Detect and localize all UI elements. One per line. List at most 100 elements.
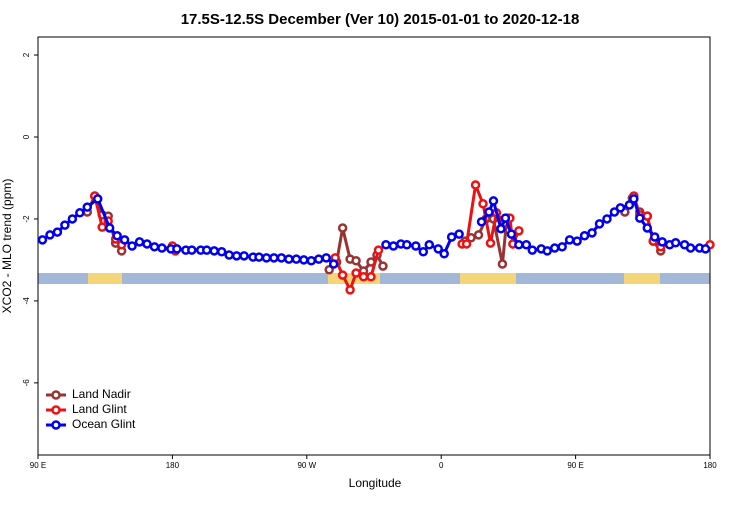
data-point [97, 222, 107, 232]
data-point [572, 236, 582, 246]
data-point [224, 250, 234, 260]
data-point [45, 230, 55, 240]
data-point [187, 245, 197, 255]
chart-title: 17.5S-12.5S December (Ver 10) 2015-01-01… [181, 11, 580, 28]
data-point [700, 244, 711, 254]
data-point [324, 265, 334, 275]
data-point [172, 244, 182, 254]
data-point [411, 241, 421, 251]
data-point [231, 251, 242, 261]
data-point [254, 252, 264, 262]
data-point [291, 254, 302, 264]
data-point [624, 200, 635, 210]
data-point [500, 213, 511, 223]
data-point [358, 271, 369, 282]
x-axis-label: Longitude [349, 476, 402, 490]
data-point [514, 226, 524, 236]
data-point [424, 240, 435, 250]
data-point [142, 239, 152, 249]
data-point [75, 208, 85, 218]
data-point [549, 243, 560, 253]
data-point [52, 227, 63, 237]
data-point [345, 285, 355, 295]
data-point [209, 246, 219, 256]
legend-marker [51, 390, 61, 400]
x-tick-label: 90 E [567, 461, 583, 470]
data-point [60, 220, 70, 230]
data-point [127, 241, 137, 251]
data-point [506, 229, 517, 239]
data-point [378, 261, 388, 271]
data-point [476, 217, 487, 227]
data-point [337, 270, 348, 280]
land-patch [88, 273, 122, 284]
legend-marker [51, 405, 61, 415]
data-point [615, 203, 626, 213]
data-point [351, 256, 361, 266]
data-point [446, 232, 457, 242]
data-point [488, 196, 499, 206]
data-point [433, 244, 443, 254]
data-point [629, 194, 639, 204]
data-point [685, 243, 696, 253]
x-tick-label: 180 [703, 461, 717, 470]
data-point [321, 253, 331, 263]
data-point [37, 235, 48, 245]
data-point [496, 224, 506, 234]
y-tick-label: -2 [22, 215, 31, 223]
data-point [402, 240, 412, 250]
data-point [216, 246, 227, 257]
land-patch [460, 273, 516, 284]
data-point [373, 245, 384, 255]
data-point [514, 240, 524, 250]
data-point [542, 246, 552, 256]
data-point [119, 235, 130, 245]
data-point [351, 268, 361, 278]
data-point [485, 238, 496, 248]
data-point [67, 214, 78, 224]
y-tick-label: -4 [22, 297, 31, 305]
data-point [299, 255, 309, 265]
y-axis-label: XCO2 - MLO trend (ppm) [0, 179, 14, 314]
data-point [284, 254, 294, 264]
y-tick-label: 0 [22, 134, 31, 139]
data-point [337, 223, 348, 233]
legend-label: Land Nadir [72, 387, 131, 401]
data-point [149, 242, 160, 252]
data-point [602, 214, 612, 224]
data-point [261, 253, 272, 263]
data-point [670, 237, 681, 248]
data-point [157, 243, 167, 253]
data-point [313, 254, 324, 264]
data-point [478, 199, 488, 209]
data-point [82, 202, 93, 212]
data-point [328, 259, 339, 269]
x-tick-label: 180 [166, 461, 180, 470]
data-point [609, 207, 620, 217]
data-point [381, 240, 391, 250]
legend-marker [51, 420, 61, 430]
data-point [579, 231, 590, 241]
data-point [642, 211, 653, 221]
data-point [635, 213, 645, 223]
data-point [587, 228, 597, 238]
data-point [527, 245, 538, 255]
x-tick-label: 90 E [30, 461, 46, 470]
legend-label: Ocean Glint [72, 417, 136, 431]
data-point [269, 253, 279, 263]
data-point [564, 235, 575, 245]
data-point [594, 219, 605, 229]
y-tick-label: -6 [22, 379, 31, 387]
x-tick-label: 0 [439, 461, 444, 470]
x-tick-label: 90 W [297, 461, 316, 470]
data-point [366, 271, 376, 282]
data-point [521, 240, 532, 250]
data-point [642, 223, 653, 233]
data-point [201, 245, 212, 255]
data-point [470, 180, 481, 190]
data-point [276, 253, 287, 263]
y-tick-label: 2 [22, 52, 31, 57]
data-point [388, 241, 399, 251]
data-point [418, 246, 429, 257]
